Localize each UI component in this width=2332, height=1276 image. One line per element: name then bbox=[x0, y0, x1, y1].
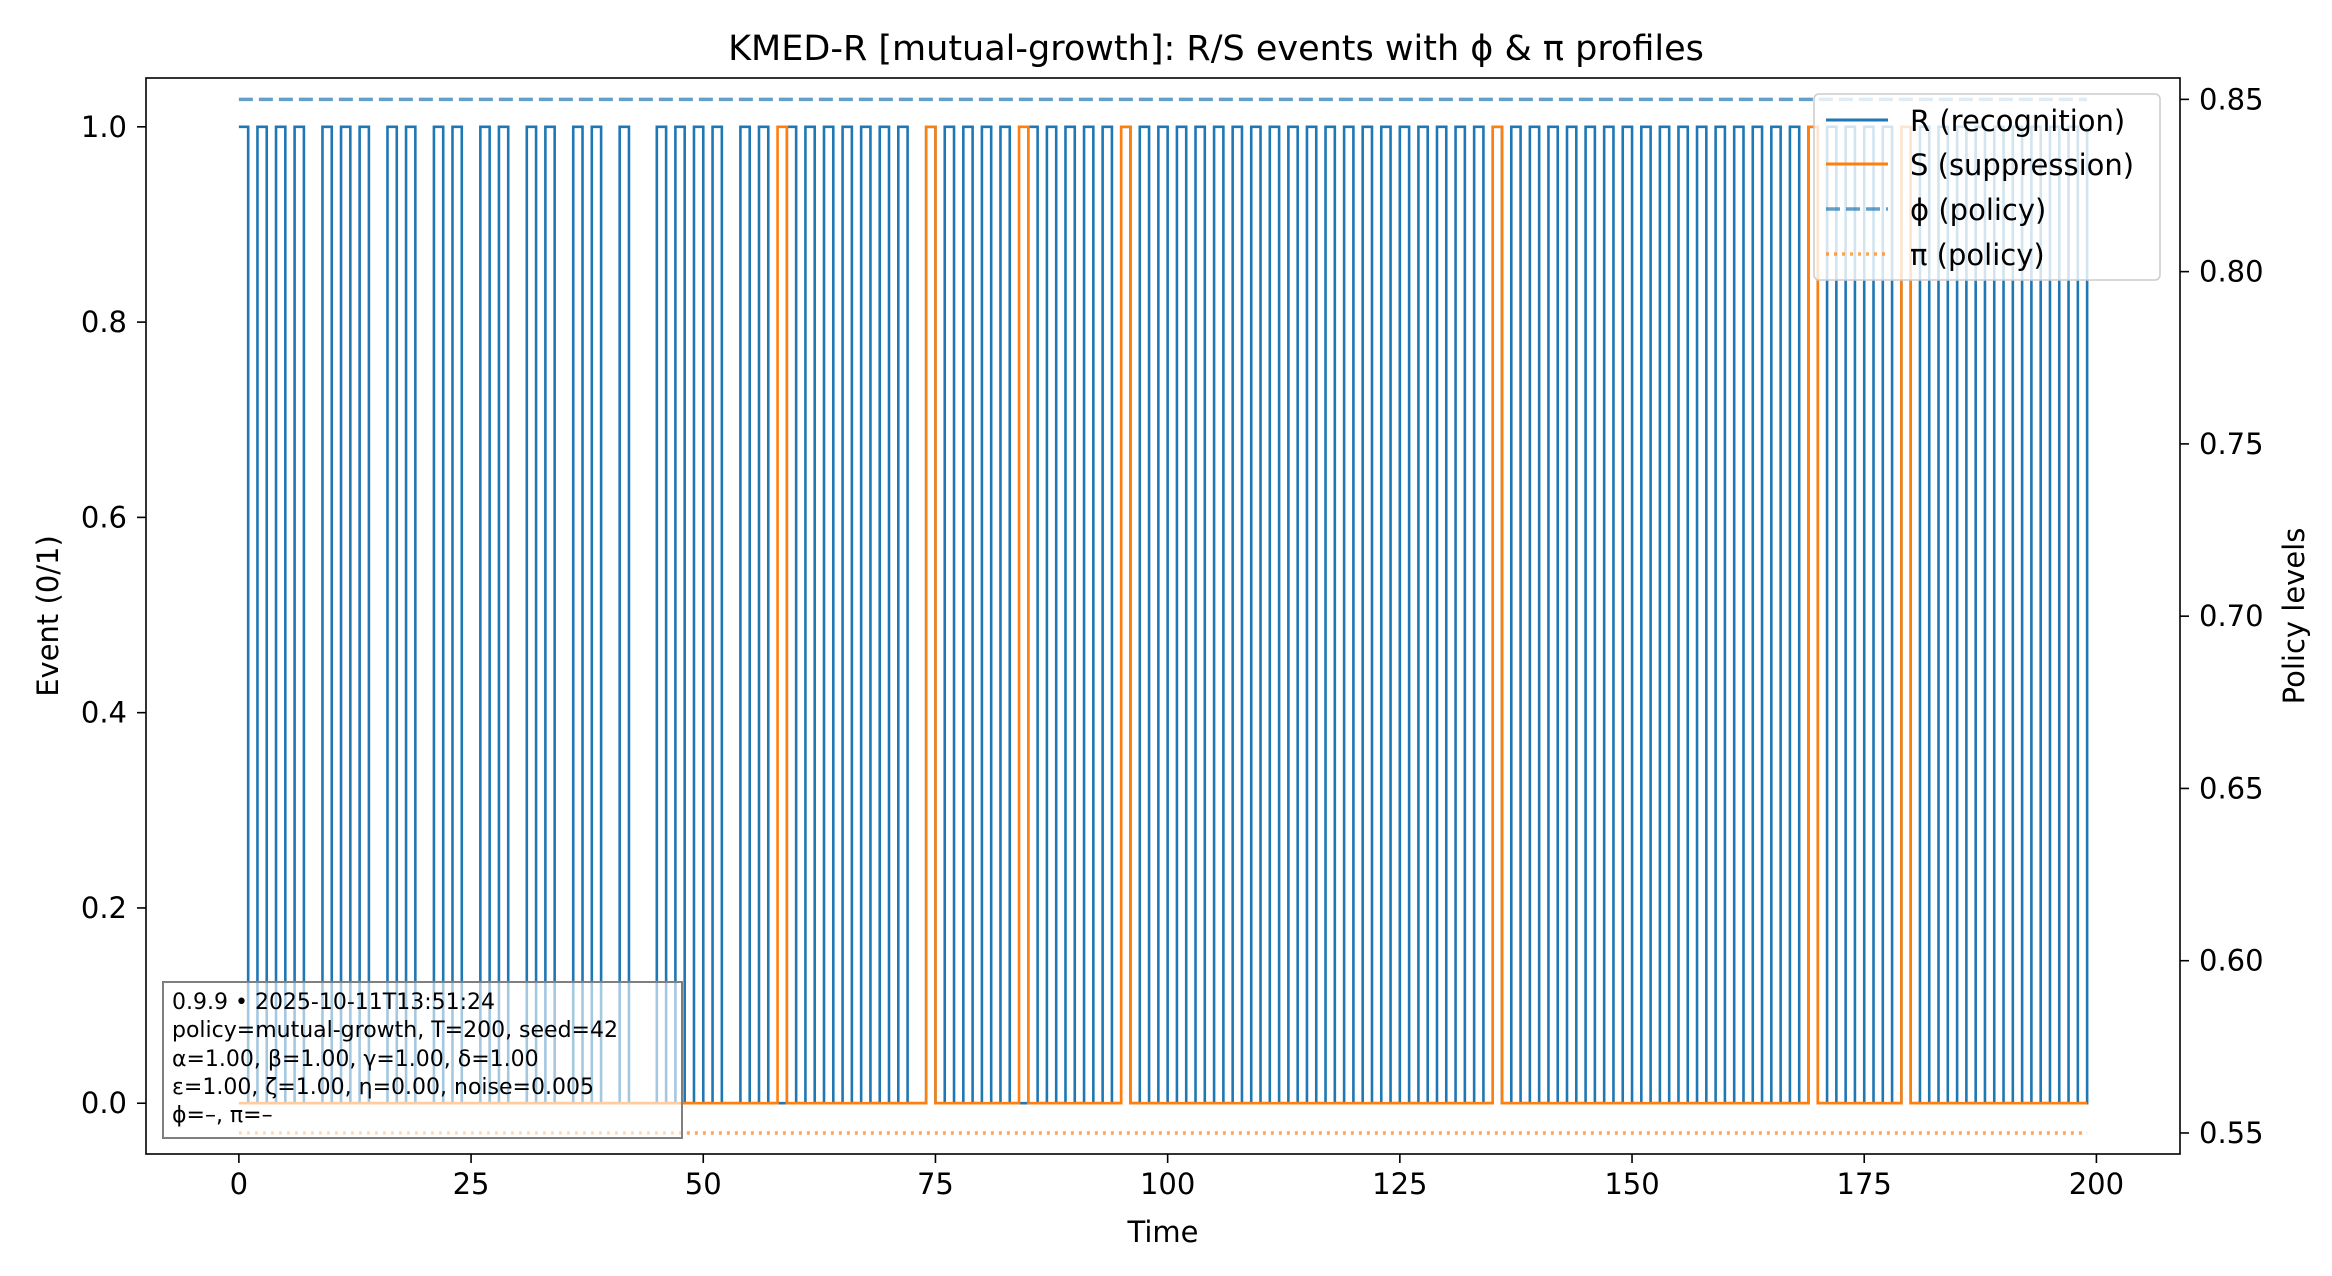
annotation-line-4: ε=1.00, ζ=1.00, η=0.00, noise=0.005 bbox=[172, 1075, 594, 1100]
series-line-s bbox=[238, 125, 2088, 1105]
y-axis-label-left: Event (0/1) bbox=[31, 535, 65, 697]
y-tick-label-right: 0.75 bbox=[2199, 427, 2264, 461]
annotation-line-3: α=1.00, β=1.00, γ=1.00, δ=1.00 bbox=[172, 1047, 539, 1072]
x-axis-label: Time bbox=[1127, 1215, 1199, 1249]
x-tick-label: 125 bbox=[1372, 1167, 1427, 1201]
y-tick-label-right: 0.60 bbox=[2199, 944, 2264, 978]
x-tick-label: 75 bbox=[917, 1167, 954, 1201]
legend-label-phi: ϕ (policy) bbox=[1910, 193, 2046, 227]
legend-box bbox=[1813, 93, 2161, 281]
x-axis: 0 25 50 75 100 125 150 175 200 bbox=[230, 1154, 2124, 1201]
y-tick-label-left: 0.6 bbox=[81, 500, 127, 534]
y-axis-left: 0.0 0.2 0.4 0.6 0.8 1.0 bbox=[81, 110, 146, 1120]
annotation-frame bbox=[162, 981, 683, 1139]
x-tick-label: 25 bbox=[453, 1167, 490, 1201]
y-tick-label-right: 0.85 bbox=[2199, 82, 2264, 116]
x-tick-label: 50 bbox=[685, 1167, 722, 1201]
y-tick-label-left: 0.8 bbox=[81, 305, 127, 339]
legend-label-r: R (recognition) bbox=[1910, 104, 2125, 138]
y-axis-label-right: Policy levels bbox=[2277, 528, 2311, 705]
x-tick-label: 150 bbox=[1604, 1167, 1659, 1201]
x-tick-label: 175 bbox=[1837, 1167, 1892, 1201]
chart-title: KMED-R [mutual-growth]: R/S events with … bbox=[728, 29, 1704, 69]
y-tick-label-right: 0.70 bbox=[2199, 599, 2264, 633]
x-tick-label: 200 bbox=[2069, 1167, 2124, 1201]
y-tick-label-right: 0.55 bbox=[2199, 1116, 2264, 1150]
y-tick-label-left: 0.0 bbox=[81, 1086, 127, 1120]
y-tick-label-right: 0.65 bbox=[2199, 771, 2264, 805]
y-tick-label-left: 1.0 bbox=[81, 110, 127, 144]
legend-label-s: S (suppression) bbox=[1910, 148, 2134, 182]
annotation-box: 0.9.9 • 2025-10-11T13:51:24 policy=mutua… bbox=[162, 981, 683, 1139]
y-tick-label-left: 0.2 bbox=[81, 891, 127, 925]
y-tick-label-left: 0.4 bbox=[81, 696, 127, 730]
annotation-line-5: ϕ=–, π=– bbox=[172, 1103, 273, 1128]
legend: R (recognition) S (suppression) ϕ (polic… bbox=[1813, 93, 2161, 281]
legend-label-pi: π (policy) bbox=[1910, 238, 2045, 272]
y-tick-label-right: 0.80 bbox=[2199, 255, 2264, 289]
y-axis-right: 0.55 0.60 0.65 0.70 0.75 0.80 0.85 bbox=[2180, 82, 2264, 1150]
x-tick-label: 100 bbox=[1140, 1167, 1195, 1201]
annotation-line-1: 0.9.9 • 2025-10-11T13:51:24 bbox=[172, 990, 495, 1015]
annotation-line-2: policy=mutual-growth, T=200, seed=42 bbox=[172, 1018, 618, 1043]
x-tick-label: 0 bbox=[230, 1167, 248, 1201]
